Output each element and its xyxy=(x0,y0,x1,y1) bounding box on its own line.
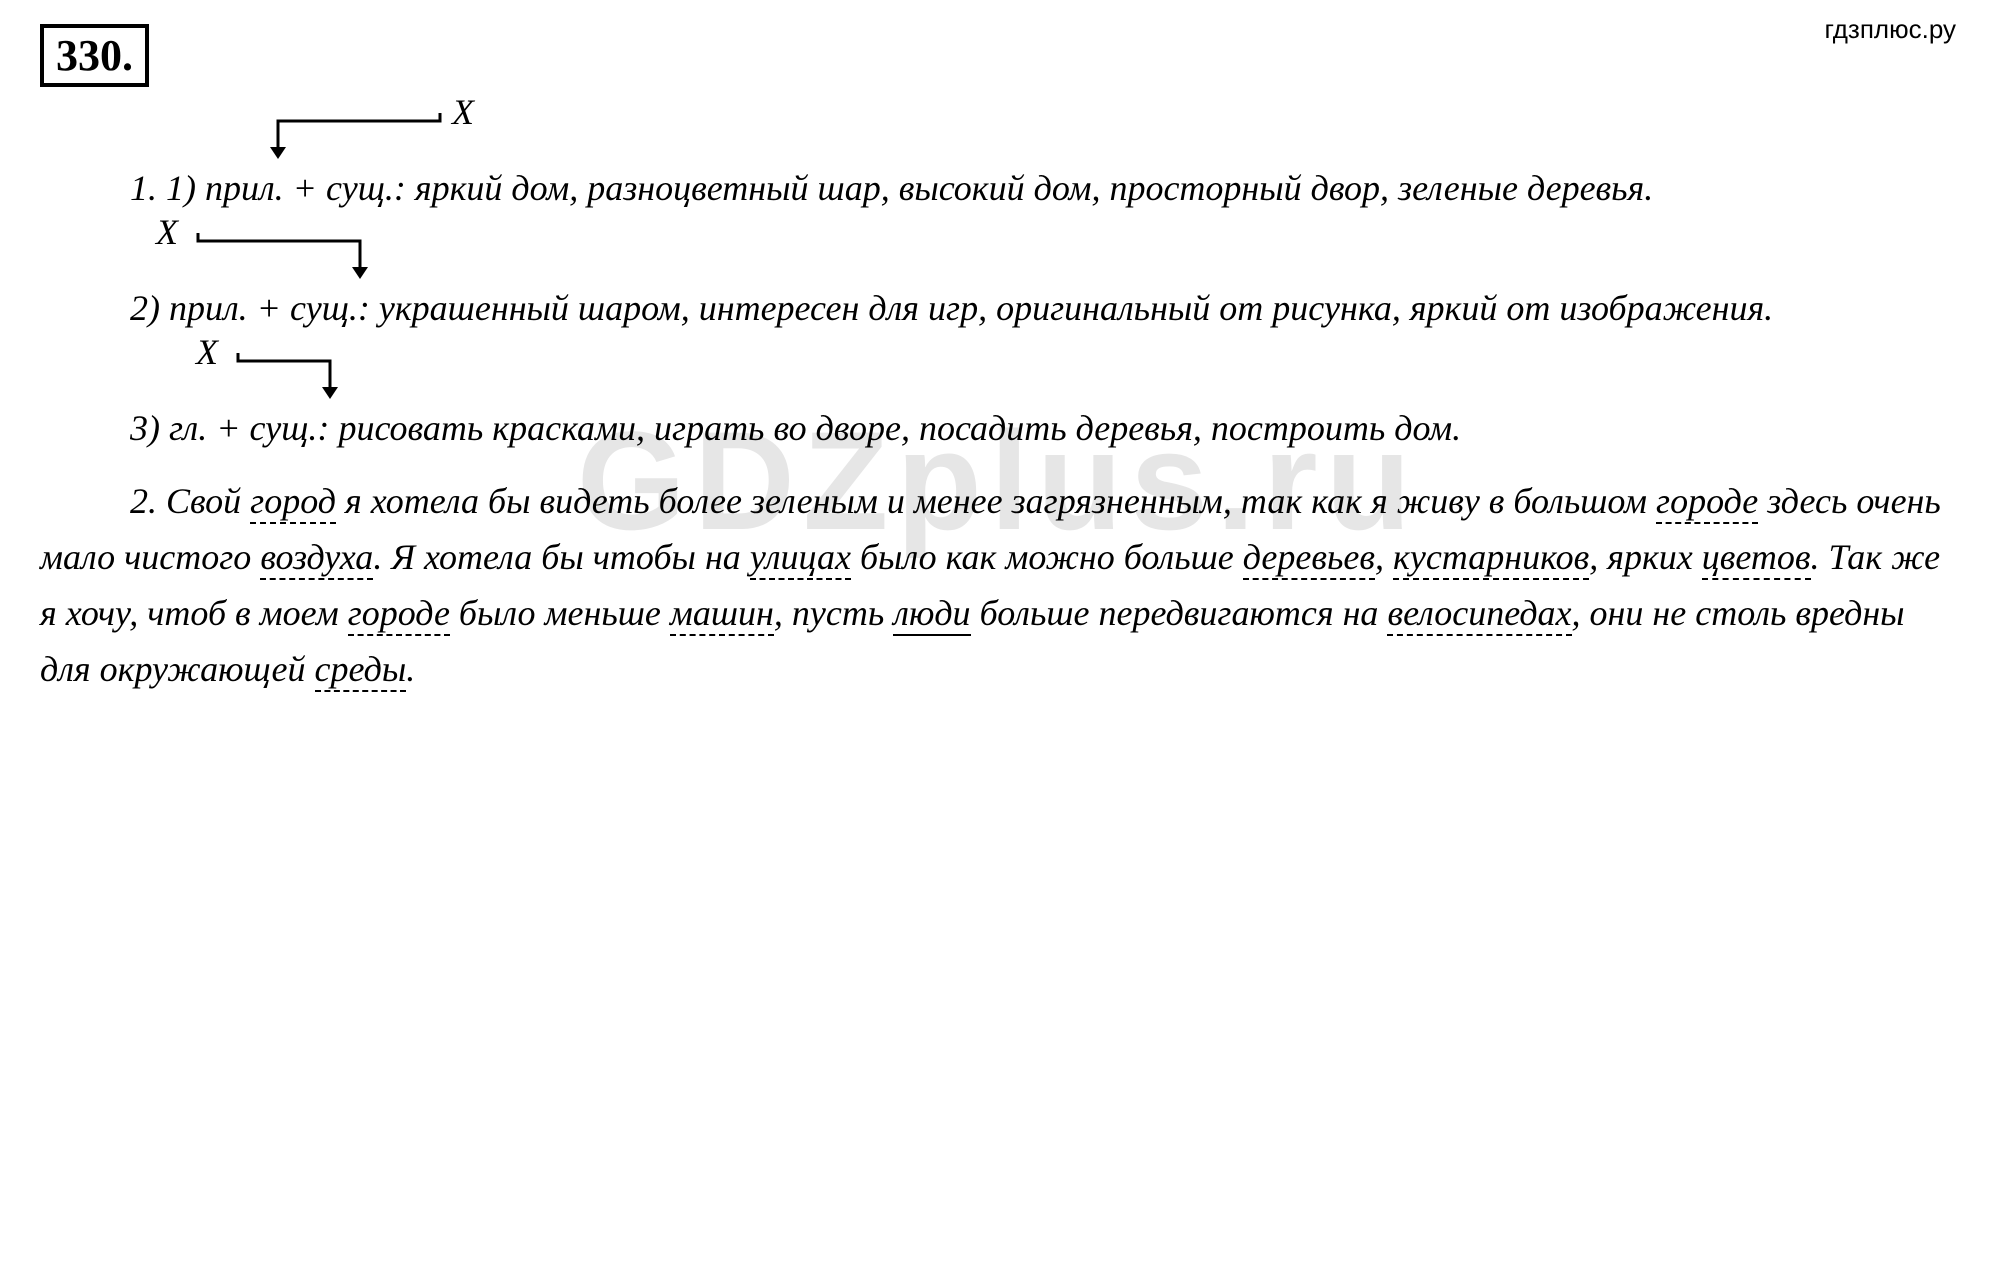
rest-2: украшенный шаром, интересен для игр, ори… xyxy=(370,288,1773,328)
x-marker: X xyxy=(196,331,218,373)
underlined-word: город xyxy=(250,481,336,524)
lead-3: 3) гл. + сущ.: xyxy=(130,408,329,448)
t3: . Я хотела бы чтобы на xyxy=(373,537,750,577)
underlined-word: машин xyxy=(670,593,774,636)
t4: было как можно больше xyxy=(851,537,1243,577)
underlined-word: кустарников xyxy=(1393,537,1589,580)
underlined-word: городе xyxy=(348,593,450,636)
content: X 1. 1) прил. + сущ.: яркий дом, разноцв… xyxy=(40,105,1956,698)
lead-1: 1. 1) прил. + сущ.: xyxy=(130,168,406,208)
paragraph-1: 1. 1) прил. + сущ.: яркий дом, разноцвет… xyxy=(40,161,1956,217)
paragraph-4: 2. Свой город я хотела бы видеть более з… xyxy=(40,474,1956,697)
t6: , ярких xyxy=(1589,537,1702,577)
underlined-word: велосипедах xyxy=(1387,593,1571,636)
dependency-arrow-1: X xyxy=(270,105,1956,161)
underlined-word: деревьев xyxy=(1243,537,1375,580)
t10: больше передвигаются на xyxy=(971,593,1388,633)
underlined-word: улицах xyxy=(750,537,851,580)
underlined-word-solid: люди xyxy=(893,593,970,636)
site-label: гдзплюс.ру xyxy=(1824,14,1956,45)
rest-3: рисовать красками, играть во дворе, поса… xyxy=(329,408,1461,448)
rest-1: яркий дом, разноцветный шар, высокий дом… xyxy=(406,168,1653,208)
dependency-arrow-3: X xyxy=(230,345,1956,401)
t8: было меньше xyxy=(450,593,670,633)
underlined-word: городе xyxy=(1656,481,1758,524)
paragraph-3: 3) гл. + сущ.: рисовать красками, играть… xyxy=(40,401,1956,457)
t12: . xyxy=(406,649,415,689)
underlined-word: цветов xyxy=(1702,537,1811,580)
underlined-word: воздуха xyxy=(260,537,373,580)
x-marker: X xyxy=(156,211,178,253)
dependency-arrow-2: X xyxy=(190,225,1956,281)
page: гдзплюс.ру 330. GDZplus.ru X 1. 1) прил.… xyxy=(0,0,1996,1276)
t0: 2. Свой xyxy=(130,481,250,521)
t1: я хотела бы видеть более зеленым и менее… xyxy=(336,481,1656,521)
paragraph-2: 2) прил. + сущ.: украшенный шаром, интер… xyxy=(40,281,1956,337)
underlined-word: среды xyxy=(315,649,407,692)
t5: , xyxy=(1375,537,1393,577)
lead-2: 2) прил. + сущ.: xyxy=(130,288,370,328)
x-marker: X xyxy=(452,91,474,133)
t9: , пусть xyxy=(774,593,893,633)
exercise-number: 330. xyxy=(40,24,149,87)
